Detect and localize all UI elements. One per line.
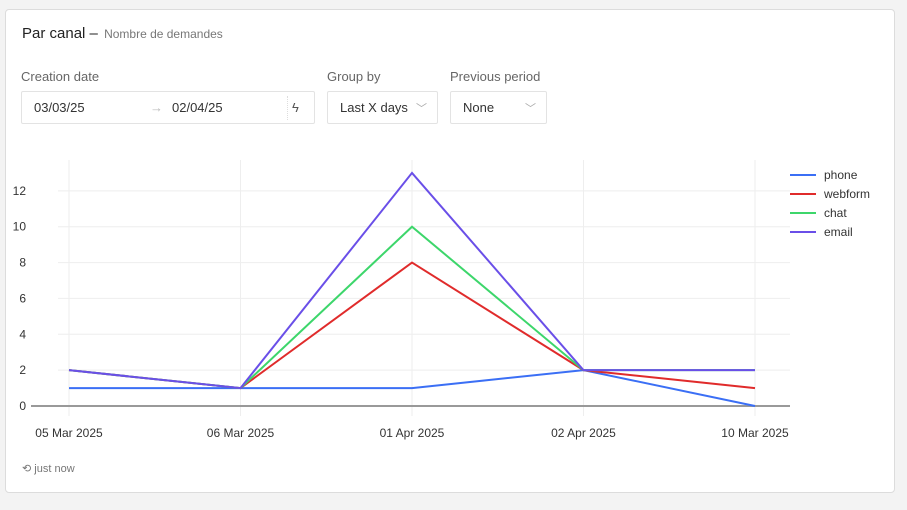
legend-swatch (790, 212, 816, 214)
chevron-down-icon: ﹀ (416, 103, 427, 115)
date-to[interactable]: 02/04/25 (172, 100, 223, 115)
title-separator: – (89, 25, 98, 42)
date-range-picker[interactable]: 03/03/25 → 02/04/25 ϟ (21, 91, 315, 124)
previous-period-value: None (463, 100, 495, 115)
y-tick-label: 2 (19, 363, 26, 377)
group-by-select[interactable]: Last X days ﹀ (327, 91, 438, 124)
legend-item-email[interactable]: email (790, 225, 853, 239)
creation-date-label: Creation date (21, 69, 100, 84)
y-tick-label: 8 (19, 256, 26, 270)
card-title: Par canal – Nombre de demandes (22, 25, 223, 42)
subtitle: Nombre de demandes (104, 27, 223, 41)
chart-card: Par canal – Nombre de demandes Creation … (5, 9, 895, 493)
title-text: Par canal (22, 25, 86, 42)
y-tick-label: 4 (19, 327, 26, 341)
date-from[interactable]: 03/03/25 (34, 100, 85, 115)
x-tick-label: 06 Mar 2025 (207, 426, 275, 440)
series-line-email (68, 171, 755, 390)
last-updated: ⟲ just now (22, 462, 75, 475)
legend-swatch (790, 193, 816, 195)
updated-text: just now (34, 463, 75, 475)
legend-label: email (824, 225, 853, 239)
previous-period-label: Previous period (450, 69, 541, 84)
legend-item-phone[interactable]: phone (790, 168, 857, 182)
legend-label: chat (824, 206, 847, 220)
legend-item-webform[interactable]: webform (790, 187, 870, 201)
group-by-label: Group by (327, 69, 381, 84)
chevron-down-icon: ﹀ (525, 103, 536, 115)
legend-swatch (790, 231, 816, 233)
group-by-value: Last X days (340, 100, 408, 115)
previous-period-select[interactable]: None ﹀ (450, 91, 547, 124)
x-tick-label: 01 Apr 2025 (380, 426, 445, 440)
legend-item-chat[interactable]: chat (790, 206, 847, 220)
legend-label: phone (824, 168, 858, 182)
arrow-icon: → (150, 100, 163, 115)
legend-label: webform (824, 187, 871, 201)
series-line-phone (69, 369, 756, 407)
y-tick-label: 10 (13, 220, 27, 234)
y-tick-label: 12 (13, 184, 27, 198)
y-tick-label: 6 (19, 291, 26, 305)
lightning-icon[interactable]: ϟ (292, 100, 299, 115)
y-tick-label: 0 (19, 399, 26, 413)
x-tick-label: 05 Mar 2025 (35, 426, 103, 440)
x-tick-label: 10 Mar 2025 (721, 426, 789, 440)
x-tick-label: 02 Apr 2025 (551, 426, 616, 440)
history-icon: ⟲ (22, 463, 32, 475)
legend-swatch (790, 174, 816, 176)
